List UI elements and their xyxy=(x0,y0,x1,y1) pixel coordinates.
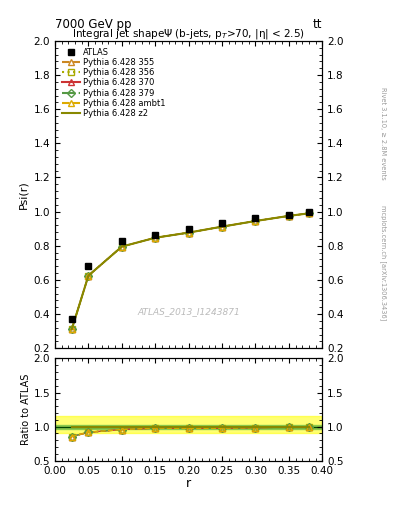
Bar xyxy=(55,424,322,429)
Pythia 6.428 379 xyxy=(253,218,258,224)
Line: Pythia 6.428 z2: Pythia 6.428 z2 xyxy=(72,214,309,329)
Pythia 6.428 356 xyxy=(86,272,91,279)
Pythia 6.428 379 xyxy=(153,234,158,241)
Pythia 6.428 379 xyxy=(186,229,191,236)
Pythia 6.428 ambt1 xyxy=(253,218,258,224)
Pythia 6.428 z2 xyxy=(253,218,258,224)
Pythia 6.428 356 xyxy=(253,218,258,224)
Pythia 6.428 ambt1 xyxy=(286,213,291,219)
ATLAS xyxy=(70,316,74,322)
Pythia 6.428 379 xyxy=(119,244,124,250)
Pythia 6.428 355 xyxy=(186,229,191,236)
Pythia 6.428 370 xyxy=(253,218,258,224)
ATLAS xyxy=(253,216,258,222)
Pythia 6.428 356 xyxy=(186,229,191,236)
Pythia 6.428 355 xyxy=(307,210,311,217)
ATLAS xyxy=(119,238,124,244)
Pythia 6.428 370 xyxy=(86,272,91,279)
Line: Pythia 6.428 379: Pythia 6.428 379 xyxy=(69,210,312,332)
Text: mcplots.cern.ch [arXiv:1306.3436]: mcplots.cern.ch [arXiv:1306.3436] xyxy=(380,204,387,320)
Text: ATLAS_2013_I1243871: ATLAS_2013_I1243871 xyxy=(137,307,240,316)
Pythia 6.428 z2 xyxy=(186,229,191,236)
Text: Rivet 3.1.10, ≥ 2.8M events: Rivet 3.1.10, ≥ 2.8M events xyxy=(380,87,386,180)
Pythia 6.428 356 xyxy=(220,224,224,230)
ATLAS xyxy=(307,208,311,215)
ATLAS xyxy=(153,231,158,238)
ATLAS xyxy=(86,263,91,269)
Text: tt: tt xyxy=(313,18,322,31)
Y-axis label: Ratio to ATLAS: Ratio to ATLAS xyxy=(21,374,31,445)
Line: Pythia 6.428 370: Pythia 6.428 370 xyxy=(69,210,312,332)
Pythia 6.428 z2 xyxy=(286,213,291,219)
Pythia 6.428 ambt1 xyxy=(153,234,158,241)
ATLAS xyxy=(220,220,224,226)
Pythia 6.428 379 xyxy=(286,213,291,219)
Pythia 6.428 z2 xyxy=(153,234,158,241)
Pythia 6.428 z2 xyxy=(307,210,311,217)
Pythia 6.428 355 xyxy=(153,234,158,241)
Pythia 6.428 370 xyxy=(220,224,224,230)
Pythia 6.428 356 xyxy=(153,234,158,241)
Pythia 6.428 z2 xyxy=(86,272,91,279)
Pythia 6.428 ambt1 xyxy=(186,229,191,236)
Pythia 6.428 ambt1 xyxy=(70,326,74,332)
Pythia 6.428 370 xyxy=(153,234,158,241)
Pythia 6.428 356 xyxy=(307,210,311,217)
Pythia 6.428 ambt1 xyxy=(307,210,311,217)
Line: ATLAS: ATLAS xyxy=(68,208,312,323)
ATLAS xyxy=(186,226,191,232)
Pythia 6.428 370 xyxy=(186,229,191,236)
Pythia 6.428 356 xyxy=(119,244,124,250)
Pythia 6.428 355 xyxy=(86,272,91,279)
Bar xyxy=(55,416,322,434)
Pythia 6.428 355 xyxy=(253,218,258,224)
Pythia 6.428 379 xyxy=(307,210,311,217)
Pythia 6.428 356 xyxy=(286,213,291,219)
Pythia 6.428 379 xyxy=(70,326,74,332)
Y-axis label: Psi(r): Psi(r) xyxy=(18,180,28,209)
Pythia 6.428 z2 xyxy=(119,244,124,250)
Pythia 6.428 ambt1 xyxy=(86,272,91,279)
Pythia 6.428 370 xyxy=(70,326,74,332)
Line: Pythia 6.428 355: Pythia 6.428 355 xyxy=(69,210,312,332)
Pythia 6.428 ambt1 xyxy=(119,244,124,250)
Pythia 6.428 379 xyxy=(86,272,91,279)
Pythia 6.428 370 xyxy=(307,210,311,217)
Pythia 6.428 355 xyxy=(286,213,291,219)
Pythia 6.428 370 xyxy=(119,244,124,250)
ATLAS xyxy=(286,212,291,218)
Title: Integral jet shapeΨ (b-jets, p$_T$>70, |η| < 2.5): Integral jet shapeΨ (b-jets, p$_T$>70, |… xyxy=(72,27,305,41)
Legend: ATLAS, Pythia 6.428 355, Pythia 6.428 356, Pythia 6.428 370, Pythia 6.428 379, P: ATLAS, Pythia 6.428 355, Pythia 6.428 35… xyxy=(59,45,168,121)
Pythia 6.428 379 xyxy=(220,224,224,230)
Pythia 6.428 ambt1 xyxy=(220,224,224,230)
Pythia 6.428 355 xyxy=(70,326,74,332)
Pythia 6.428 z2 xyxy=(70,326,74,332)
Pythia 6.428 370 xyxy=(286,213,291,219)
Text: 7000 GeV pp: 7000 GeV pp xyxy=(55,18,132,31)
Line: Pythia 6.428 356: Pythia 6.428 356 xyxy=(69,210,312,332)
Pythia 6.428 355 xyxy=(220,224,224,230)
Pythia 6.428 z2 xyxy=(220,224,224,230)
Line: Pythia 6.428 ambt1: Pythia 6.428 ambt1 xyxy=(69,210,312,332)
Pythia 6.428 356 xyxy=(70,326,74,332)
Pythia 6.428 355 xyxy=(119,244,124,250)
X-axis label: r: r xyxy=(186,477,191,490)
